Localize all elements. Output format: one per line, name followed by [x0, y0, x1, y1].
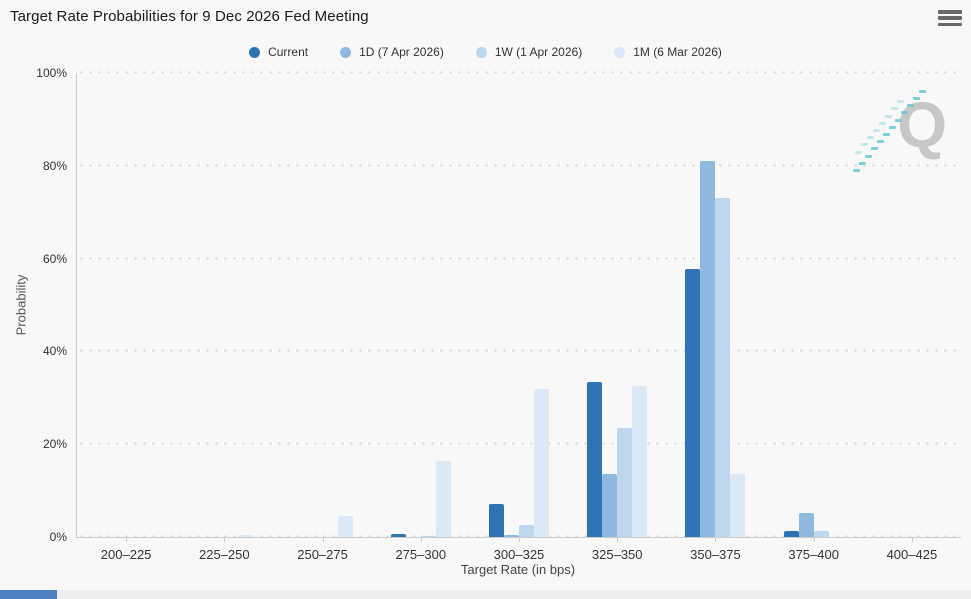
x-tick-label: 325–350 [591, 547, 643, 562]
category-slot-200-225: 200–225 [77, 73, 175, 562]
category-slot-275-300: 275–300 [372, 73, 470, 562]
y-tick-label: 20% [42, 437, 67, 452]
bar-1m-325-350[interactable] [632, 386, 648, 537]
bar-1w-325-350[interactable] [617, 427, 633, 537]
bar-current-350-375[interactable] [685, 269, 701, 537]
bar-1d-300-325[interactable] [503, 534, 519, 537]
y-tick-label: 80% [42, 158, 67, 173]
bar-1m-225-250[interactable] [239, 534, 255, 537]
bar-current-375-400[interactable] [783, 531, 799, 537]
category-slot-400-425: 400–425 [863, 73, 961, 562]
legend-label: 1W (1 Apr 2026) [494, 45, 583, 59]
y-tick-label: 0% [49, 530, 67, 544]
hamburger-menu-icon[interactable] [938, 10, 962, 26]
bar-1d-350-375[interactable] [700, 161, 716, 537]
scrollbar-thumb[interactable] [0, 590, 57, 599]
bar-1d-325-350[interactable] [602, 474, 618, 537]
legend: Current 1D (7 Apr 2026) 1W (1 Apr 2026) … [0, 45, 971, 59]
legend-dot-icon [475, 46, 487, 58]
bar-current-300-325[interactable] [488, 503, 504, 537]
bar-1w-275-300[interactable] [420, 535, 436, 537]
x-tick-mark [813, 537, 815, 542]
legend-item-1d[interactable]: 1D (7 Apr 2026) [340, 45, 444, 59]
x-tick-label: 250–275 [297, 547, 348, 562]
x-tick-label: 300–325 [493, 547, 545, 562]
bar-1d-375-400[interactable] [798, 513, 814, 537]
legend-label: 1M (6 Mar 2026) [633, 45, 722, 59]
category-slot-250-275: 250–275 [273, 73, 371, 562]
menu-bar [938, 16, 962, 20]
menu-bar [938, 22, 962, 26]
legend-label: 1D (7 Apr 2026) [359, 45, 444, 59]
bar-1m-350-375[interactable] [730, 474, 746, 537]
x-tick-label: 225–250 [199, 547, 250, 562]
bar-1w-300-325[interactable] [518, 525, 534, 537]
y-tick-label: 40% [42, 344, 67, 359]
horizontal-scrollbar[interactable] [0, 590, 971, 599]
category-slot-300-325: 300–325 [470, 73, 568, 562]
menu-bar [938, 10, 962, 14]
legend-item-1m[interactable]: 1M (6 Mar 2026) [614, 45, 722, 59]
y-axis-title: Probability [13, 274, 29, 336]
category-slot-325-350: 325–350 [568, 73, 666, 562]
x-tick-mark [911, 537, 913, 542]
bar-1w-375-400[interactable] [813, 531, 829, 537]
x-tick-label: 375–400 [788, 547, 839, 562]
x-tick-label: 275–300 [395, 547, 447, 562]
y-tick-label: 100% [36, 66, 67, 80]
y-tick-label: 60% [42, 251, 67, 266]
plot-area: Q 0% 20% 40% 60% 80% 100% 200–225 225–250 250–27… [36, 66, 961, 562]
x-tick-label: 200–225 [100, 547, 152, 562]
bar-current-275-300[interactable] [390, 533, 406, 537]
bar-current-325-350[interactable] [587, 381, 603, 537]
x-tick-mark [420, 537, 422, 542]
bar-1m-300-325[interactable] [533, 388, 549, 537]
x-tick-mark [224, 537, 226, 542]
bar-1w-350-375[interactable] [715, 198, 731, 537]
x-tick-mark [322, 537, 324, 542]
legend-label: Current [268, 45, 309, 59]
x-axis-title: Target Rate (in bps) [460, 562, 576, 577]
x-tick-mark [715, 537, 717, 542]
x-tick-mark [617, 537, 619, 542]
legend-dot-icon [340, 46, 352, 58]
category-slot-225-250: 225–250 [175, 73, 273, 562]
legend-item-current[interactable]: Current [249, 45, 308, 59]
chart-title: Target Rate Probabilities for 9 Dec 2026… [10, 8, 369, 25]
bar-1m-275-300[interactable] [435, 460, 451, 537]
category-slot-350-375: 350–375 [666, 73, 764, 562]
x-tick-mark [126, 537, 128, 542]
legend-dot-icon [614, 46, 626, 58]
legend-dot-icon [249, 46, 261, 58]
x-tick-label: 400–425 [886, 547, 938, 562]
category-slot-375-400: 375–400 [765, 73, 863, 562]
x-tick-label: 350–375 [690, 547, 741, 562]
bar-1m-250-275[interactable] [337, 516, 353, 537]
legend-item-1w[interactable]: 1W (1 Apr 2026) [475, 45, 583, 59]
x-tick-mark [518, 537, 520, 542]
